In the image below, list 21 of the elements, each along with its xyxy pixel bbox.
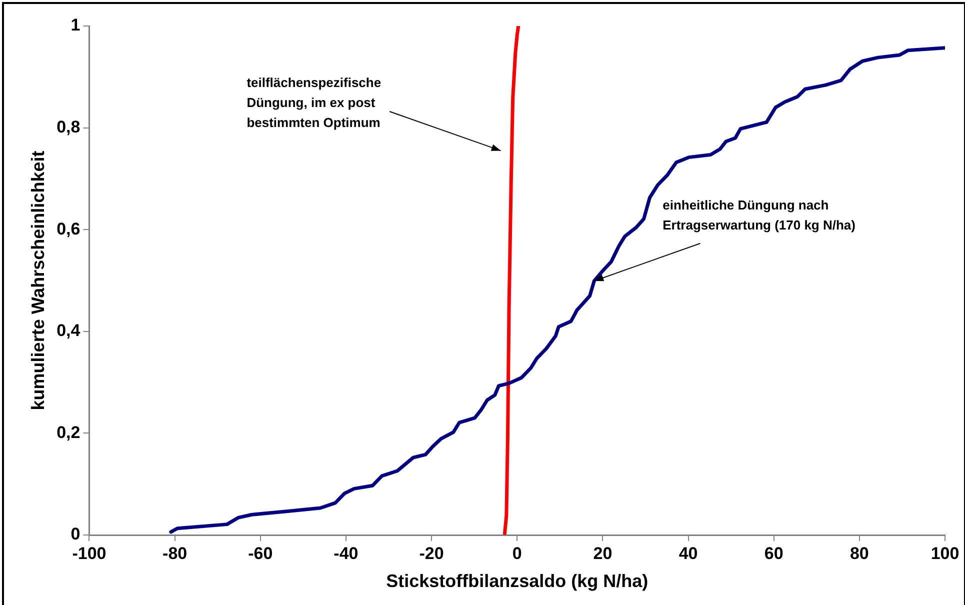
y-tick-label: 0,8	[56, 117, 80, 136]
x-tick-label: -80	[162, 544, 188, 563]
x-tick-label: -60	[248, 544, 273, 563]
x-tick-label: -20	[419, 544, 444, 563]
x-tick-label: -100	[72, 544, 106, 563]
x-tick-label: -40	[334, 544, 358, 563]
y-tick-label: 0,6	[56, 219, 80, 238]
x-tick-label: 20	[593, 544, 612, 563]
y-tick-label: 0,4	[56, 321, 81, 340]
y-axis-title: kumulierte Wahrscheinlichkeit	[28, 150, 48, 410]
annotation: einheitliche Düngung nach Ertragserwartung (170 kg N/ha)	[662, 198, 856, 233]
y-tick-label: 0	[70, 524, 80, 544]
x-tick-label: 100	[930, 544, 960, 563]
x-tick-label: 60	[764, 544, 784, 563]
x-tick-label: 80	[850, 544, 869, 563]
y-tick-label: 0,2	[56, 422, 80, 442]
y-tick-label: 1	[70, 16, 80, 35]
x-tick-label: 0	[512, 544, 522, 563]
x-axis-title: Stickstoffbilanzsaldo (kg N/ha)	[386, 571, 648, 592]
x-tick-label: 40	[678, 544, 698, 563]
annotation: teilflächenspezifische Düngung, im ex post bestimmten Optimum	[246, 74, 382, 130]
